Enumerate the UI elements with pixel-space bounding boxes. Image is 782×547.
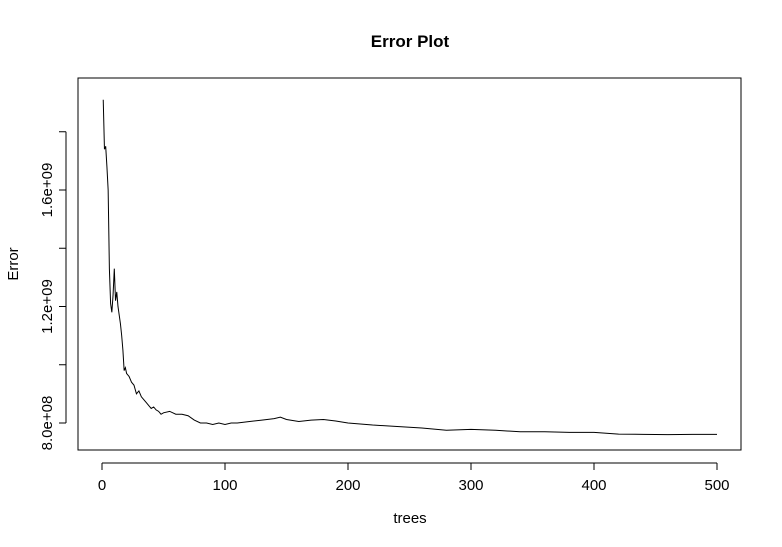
plot-frame: [77, 77, 742, 451]
y-tick-label: 1.2e+09: [39, 279, 56, 334]
x-axis: 0 100 200 300 400 500: [98, 462, 730, 494]
x-axis-label: trees: [393, 510, 426, 527]
error-series-line: [102, 99, 717, 436]
y-tick-label: 1.6e+09: [39, 163, 56, 218]
y-axis: 8.0e+08 1.2e+09 1.6e+09: [39, 131, 67, 451]
y-axis-label: Error: [5, 247, 22, 280]
x-tick-label: 100: [212, 477, 237, 494]
x-tick-label: 400: [581, 477, 606, 494]
y-ticks: 8.0e+08 1.2e+09 1.6e+09: [39, 131, 66, 451]
chart-title: Error Plot: [371, 32, 450, 51]
x-tick-label: 500: [704, 477, 729, 494]
x-tick-label: 0: [98, 477, 106, 494]
y-tick-label: 8.0e+08: [39, 396, 56, 451]
x-tick-label: 300: [458, 477, 483, 494]
x-tick-label: 200: [335, 477, 360, 494]
x-ticks: 0 100 200 300 400 500: [98, 463, 730, 494]
